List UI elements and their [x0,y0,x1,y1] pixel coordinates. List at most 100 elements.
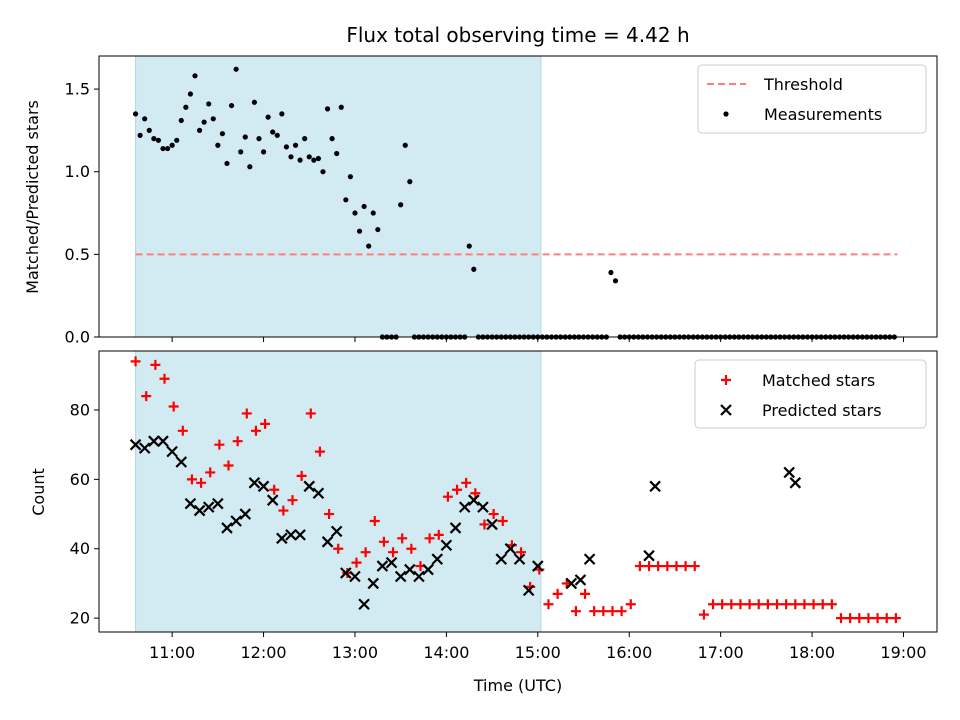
measurement-point [164,145,171,152]
predicted-star-point [175,456,188,468]
measurement-point [466,243,472,249]
predicted-star-point [643,549,655,562]
measurement-point [311,157,317,163]
predicted-star-point [413,570,425,583]
measurement-point [206,101,212,107]
top-axes-frame [98,55,938,338]
measurement-point [160,145,166,152]
matched-star-point [607,606,618,617]
predicted-star-point [266,494,279,506]
measurement-point [306,154,312,160]
x-tick-label: 16:00 [606,643,652,662]
measurement-point [324,106,331,112]
predicted-star-point [166,445,178,458]
predicted-star-point [583,553,596,565]
matched-star-point [479,519,490,530]
predicted-star-point [385,556,398,569]
x-tick-label: 13:00 [332,643,378,662]
predicted-star-point [504,542,517,555]
matched-star-point [470,488,481,499]
measurement-point [402,142,408,148]
legend-predicted-label: Predicted stars [762,401,882,420]
measurement-point [407,179,413,185]
matched-star-point [781,599,792,610]
predicted-star-point [574,574,587,586]
measurement-point [174,137,180,143]
measurement-point [233,66,239,72]
matched-star-point [845,613,856,624]
measurement-point [343,197,349,203]
observing-window-shade [135,350,542,633]
top-y-tick-label: 1.5 [65,80,90,99]
bottom-panel: 20 40 60 80 11:00 12:00 13:00 14:00 15:00 16:00 17… [70,350,938,662]
predicted-star-point [532,560,544,572]
measurement-point [260,149,267,155]
top-y-axis-label: Matched/Predicted stars [23,100,42,294]
matched-star-point [790,599,801,610]
measurement-point [201,119,207,125]
matched-star-point [726,599,737,610]
matched-star-point [826,599,837,610]
measurement-point [370,210,376,216]
top-y-tick-label: 0.0 [65,328,90,347]
matched-star-point [689,561,700,572]
legend-matched-label: Matched stars [762,371,875,390]
predicted-star-point [129,438,142,451]
measurement-point [338,104,344,110]
measurement-point [183,104,189,110]
x-tick-label: 12:00 [240,643,286,662]
measurement-point [356,228,363,234]
measurement-point [315,155,322,162]
matched-star-point [543,599,554,610]
measurement-point [192,73,198,79]
matched-star-point [269,484,280,495]
measurement-point [608,269,614,276]
matched-star-point [130,356,141,367]
matched-star-point [388,547,399,558]
measurement-point [187,91,194,97]
matched-star-point [150,359,161,370]
chart-title: Flux total observing time = 4.42 h [346,23,689,47]
measurement-point [375,226,381,233]
matched-star-point [890,613,901,624]
measurement-point [219,131,226,137]
matched-star-point [717,599,728,610]
matched-star-point [616,606,627,617]
matched-star-point [634,561,645,572]
measurement-point [352,210,358,216]
predicted-star-point [221,522,233,534]
predicted-star-point [431,553,444,565]
predicted-star-point [783,466,795,479]
matched-star-point [452,484,463,495]
measurement-point [196,127,203,133]
predicted-star-point [522,584,535,597]
predicted-star-point [184,497,197,510]
matched-star-point [625,599,636,610]
measurement-point [132,111,139,117]
matched-star-point [881,613,892,624]
matched-star-point [497,515,508,526]
matched-star-point [168,401,179,412]
matched-star-point [351,557,362,568]
matched-star-point [552,588,563,599]
legend-measurements-swatch [723,111,729,117]
bottom-y-tick-label: 40 [70,539,90,558]
x-tick-label: 18:00 [789,643,835,662]
measurement-point [366,243,372,249]
matched-star-point [250,425,261,436]
matched-star-point [324,509,335,520]
x-tick-label: 14:00 [423,643,469,662]
predicted-star-point [449,522,462,534]
x-tick-label: 15:00 [515,643,561,662]
predicted-star-point [340,567,352,579]
matched-star-point [223,460,234,471]
predicted-star-point [248,477,261,489]
matched-star-point [753,599,764,610]
measurement-point [178,117,184,124]
predicted-star-point [239,508,252,520]
matched-star-point [260,418,271,429]
predicted-star-point [193,504,206,517]
matched-star-point [241,408,252,419]
x-tick-label: 17:00 [698,643,744,662]
